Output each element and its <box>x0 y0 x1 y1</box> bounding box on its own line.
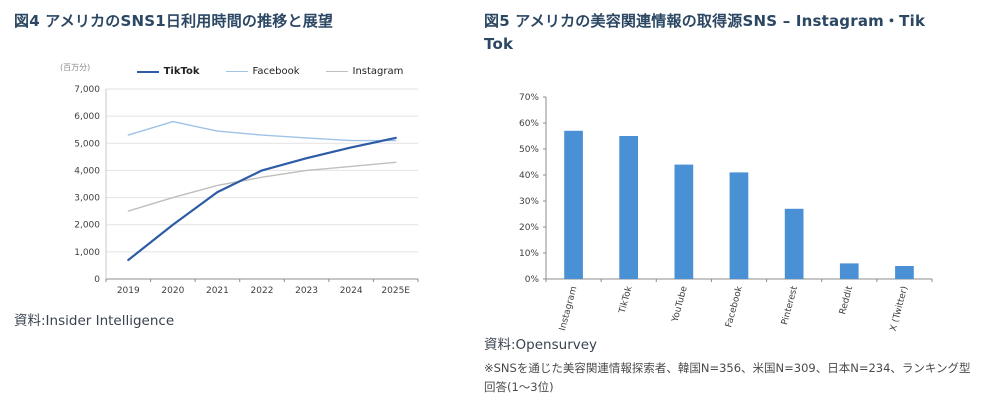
y-tick-label: 10% <box>519 249 539 259</box>
figure4-legend: TikTok Facebook Instagram <box>84 65 456 79</box>
y-tick-label: 0 <box>94 275 100 285</box>
x-tick-label: YouTube <box>670 285 690 324</box>
x-tick-label: 2024 <box>340 286 363 296</box>
x-tick-label: Reddit <box>838 285 855 316</box>
figure5-title: 図5 アメリカの美容関連情報の取得源SNS – Instagram・Tik To… <box>484 10 980 55</box>
y-tick-label: 3,000 <box>74 193 100 203</box>
y-tick-label: 5,000 <box>74 139 100 149</box>
figure4-y-unit-label: (百万分) <box>60 63 91 72</box>
y-tick-label: 40% <box>519 171 539 181</box>
y-tick-label: 7,000 <box>74 85 100 95</box>
x-tick-label: X (Twitter) <box>889 285 911 332</box>
x-tick-label: 2021 <box>206 286 229 296</box>
y-tick-label: 70% <box>519 93 539 103</box>
x-tick-label: 2019 <box>117 286 140 296</box>
x-tick-label: 2022 <box>251 286 274 296</box>
figure4-title: 図4 アメリカのSNS1日利用時間の推移と展望 <box>14 12 334 30</box>
bar-reddit <box>839 263 859 279</box>
x-tick-label: Instagram <box>558 285 580 332</box>
y-tick-label: 30% <box>519 197 539 207</box>
y-tick-label: 50% <box>519 145 539 155</box>
y-tick-label: 6,000 <box>74 112 100 122</box>
y-tick-label: 60% <box>519 119 539 129</box>
y-tick-label: 4,000 <box>74 166 100 176</box>
legend-item-instagram: Instagram <box>325 66 404 77</box>
legend-line-swatch <box>225 71 248 72</box>
figure5-title-line1: 図5 アメリカの美容関連情報の取得源SNS – Instagram・Tik <box>484 12 926 30</box>
x-tick-label: Facebook <box>724 284 745 328</box>
legend-label: Instagram <box>352 66 404 77</box>
y-tick-label: 2,000 <box>74 220 100 230</box>
figure5-title-line2: Tok <box>484 34 514 53</box>
legend-label: Facebook <box>252 66 300 77</box>
y-tick-label: 0% <box>525 275 540 285</box>
bar-youtube <box>674 164 694 279</box>
x-tick-label: Pinterest <box>780 285 800 326</box>
bar-instagram <box>564 130 583 279</box>
legend-line-swatch <box>136 70 159 73</box>
legend-item-facebook: Facebook <box>225 66 300 77</box>
x-tick-label: 2023 <box>295 286 318 296</box>
series-line-facebook <box>127 120 397 141</box>
figure5-note: ※SNSを通じた美容関連情報探索者、韓国N=356、米国N=309、日本N=23… <box>484 360 971 394</box>
bar-facebook <box>729 172 749 279</box>
bar-pinterest <box>784 208 804 279</box>
x-tick-label: 2025E <box>381 286 410 296</box>
line-chart-svg: 0 1,000 2,000 3,000 4,000 5,000 6,000 7,000 2019… <box>74 85 419 296</box>
figure5-source: 資料:Opensurvey <box>484 337 598 353</box>
legend-item-tiktok: TikTok <box>136 66 200 77</box>
figure4-panel: 図4 アメリカのSNS1日利用時間の推移と展望 (百万分) TikTok Face… <box>14 10 456 330</box>
figure5-bar-chart: 0% 10% 20% 30% 40% 50% 60% 70% Instagram TikTok Yo… <box>484 87 980 337</box>
x-tick-label: TikTok <box>618 284 635 315</box>
y-tick-label: 20% <box>519 223 539 233</box>
bar-chart-svg: 0% 10% 20% 30% 40% 50% 60% 70% Instagram TikTok Yo… <box>519 93 933 332</box>
series-line-instagram <box>127 161 397 212</box>
legend-line-swatch <box>325 71 348 72</box>
legend-label: TikTok <box>163 66 200 77</box>
figure5-panel: 図5 アメリカの美容関連情報の取得源SNS – Instagram・Tik To… <box>484 10 980 396</box>
figure4-line-chart: 0 1,000 2,000 3,000 4,000 5,000 6,000 7,000 2019… <box>14 79 456 307</box>
series-line-tiktok <box>127 136 397 261</box>
y-tick-label: 1,000 <box>74 247 100 257</box>
x-tick-label: 2020 <box>161 286 184 296</box>
figure4-source: 資料:Insider Intelligence <box>14 312 175 329</box>
bar-x-twitter- <box>895 266 914 279</box>
bar-tiktok <box>619 136 638 279</box>
